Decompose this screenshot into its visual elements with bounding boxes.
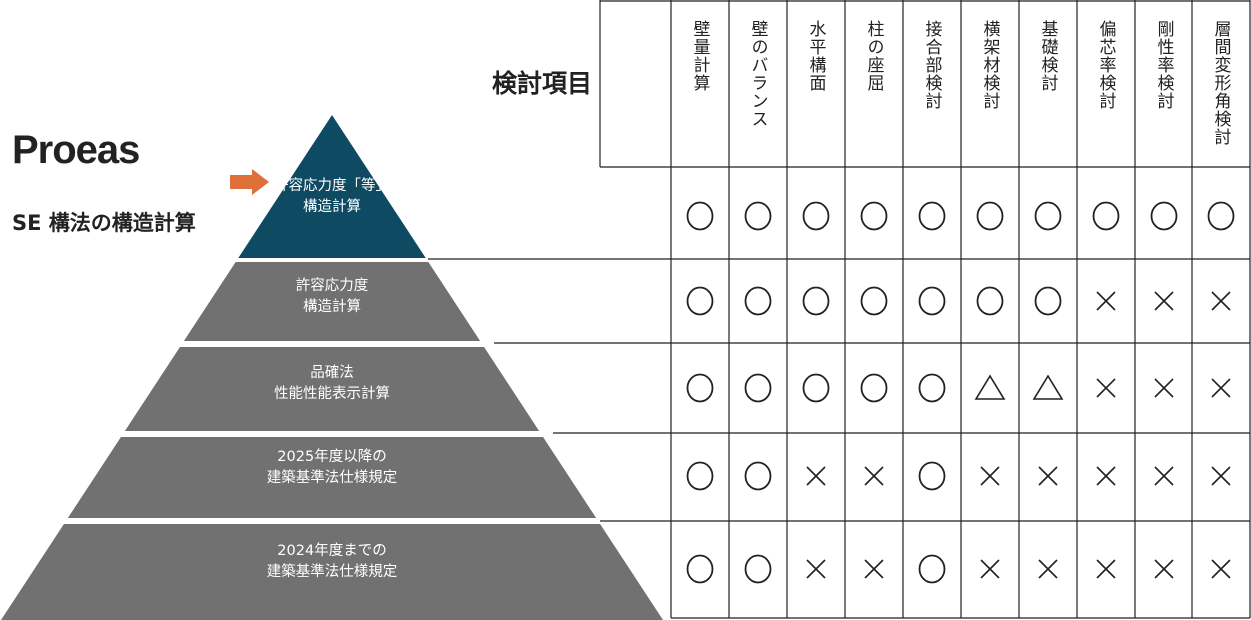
column-header-label: 壁量計算	[689, 20, 710, 92]
cross-mark-icon	[1096, 466, 1116, 486]
column-header: 横架材検討	[961, 20, 1019, 110]
column-header-label: 柱の座屈	[863, 20, 884, 92]
circle-mark-icon	[686, 373, 714, 403]
circle-mark-icon	[686, 201, 714, 231]
tier-label-line: 構造計算	[303, 198, 361, 215]
tier-label-1: 許容応力度「等」 構造計算	[202, 176, 462, 218]
circle-mark-icon	[1034, 286, 1062, 316]
circle-mark-icon	[918, 554, 946, 584]
pyramid-tier-2	[183, 262, 481, 341]
circle-mark-icon	[918, 286, 946, 316]
triangle-mark-icon	[974, 374, 1006, 400]
circle-mark-icon	[860, 201, 888, 231]
pyramid-tier-3	[124, 347, 540, 431]
column-header-label: 基礎検討	[1037, 20, 1058, 92]
tier-label-line: 品確法	[310, 365, 354, 381]
cross-mark-icon	[806, 559, 826, 579]
circle-mark-icon	[744, 201, 772, 231]
column-header: 基礎検討	[1019, 20, 1077, 92]
circle-mark-icon	[976, 201, 1004, 231]
cross-mark-icon	[1211, 291, 1231, 311]
column-header: 剛性率検討	[1135, 20, 1193, 110]
brand-logo: Proeas	[12, 128, 140, 172]
column-header-label: 層間変形角検討	[1210, 20, 1231, 146]
circle-mark-icon	[918, 373, 946, 403]
column-header-label: 接合部検討	[921, 20, 942, 110]
circle-mark-icon	[744, 286, 772, 316]
tier-label-5: 2024年度までの 建築基準法仕様規定	[202, 541, 462, 583]
circle-mark-icon	[744, 554, 772, 584]
circle-mark-icon	[802, 286, 830, 316]
circle-mark-icon	[1207, 201, 1235, 231]
triangle-mark-icon	[1032, 374, 1064, 400]
circle-mark-icon	[802, 373, 830, 403]
cross-mark-icon	[980, 559, 1000, 579]
circle-mark-icon	[918, 461, 946, 491]
cross-mark-icon	[1096, 378, 1116, 398]
cross-mark-icon	[864, 559, 884, 579]
cross-mark-icon	[1038, 559, 1058, 579]
cross-mark-icon	[1096, 291, 1116, 311]
tier-label-4: 2025年度以降の 建築基準法仕様規定	[202, 447, 462, 489]
column-header: 壁のバランス	[729, 20, 787, 128]
column-header: 柱の座屈	[845, 20, 903, 92]
subtitle: SE 構法の構造計算	[12, 211, 196, 235]
pyramid-tier-5	[1, 524, 663, 620]
column-header-label: 壁のバランス	[747, 20, 768, 128]
tier-label-line: 許容応力度	[295, 277, 369, 294]
circle-mark-icon	[976, 286, 1004, 316]
cross-mark-icon	[980, 466, 1000, 486]
circle-mark-icon	[1092, 201, 1120, 231]
tier-label-line: 許容応力度「等」	[274, 177, 390, 194]
column-header: 水平構面	[787, 20, 845, 92]
tier-label-3: 品確法性能性能表示計算	[202, 363, 462, 405]
column-header-label: 横架材検討	[979, 20, 1000, 110]
circle-mark-icon	[744, 373, 772, 403]
tier-label-line: 構造計算	[303, 298, 361, 315]
circle-mark-icon	[686, 554, 714, 584]
tier-label-line: 2024年度までの	[277, 543, 387, 559]
cross-mark-icon	[1038, 466, 1058, 486]
circle-mark-icon	[1150, 201, 1178, 231]
cross-mark-icon	[1211, 559, 1231, 579]
cross-mark-icon	[864, 466, 884, 486]
cross-mark-icon	[1096, 559, 1116, 579]
column-header: 層間変形角検討	[1192, 20, 1250, 146]
cross-mark-icon	[806, 466, 826, 486]
cross-mark-icon	[1211, 466, 1231, 486]
cross-mark-icon	[1211, 378, 1231, 398]
column-header: 壁量計算	[671, 20, 729, 92]
table-heading: 検討項目	[492, 69, 593, 98]
arrow-right-icon	[230, 169, 269, 195]
cross-mark-icon	[1154, 559, 1174, 579]
pyramid-tier-1	[238, 115, 426, 258]
circle-mark-icon	[802, 201, 830, 231]
column-header-label: 水平構面	[805, 20, 826, 92]
cross-mark-icon	[1154, 291, 1174, 311]
tier-label-line: 2025年度以降の	[277, 448, 387, 465]
circle-mark-icon	[744, 461, 772, 491]
tier-label-line: 建築基準法仕様規定	[266, 564, 398, 580]
cross-mark-icon	[1154, 466, 1174, 486]
circle-mark-icon	[686, 461, 714, 491]
tier-label-line: 建築基準法仕様規定	[266, 469, 398, 486]
cross-mark-icon	[1154, 378, 1174, 398]
circle-mark-icon	[918, 201, 946, 231]
circle-mark-icon	[860, 286, 888, 316]
tier-label-line: 性能性能表示計算	[274, 386, 390, 402]
circle-mark-icon	[1034, 201, 1062, 231]
column-header-label: 剛性率検討	[1153, 20, 1174, 110]
tier-label-2: 許容応力度 構造計算	[202, 276, 462, 318]
pyramid-tier-4	[67, 437, 597, 518]
circle-mark-icon	[686, 286, 714, 316]
column-header: 接合部検討	[903, 20, 961, 110]
column-header-label: 偏芯率検討	[1095, 20, 1116, 110]
column-header: 偏芯率検討	[1077, 20, 1135, 110]
circle-mark-icon	[860, 373, 888, 403]
